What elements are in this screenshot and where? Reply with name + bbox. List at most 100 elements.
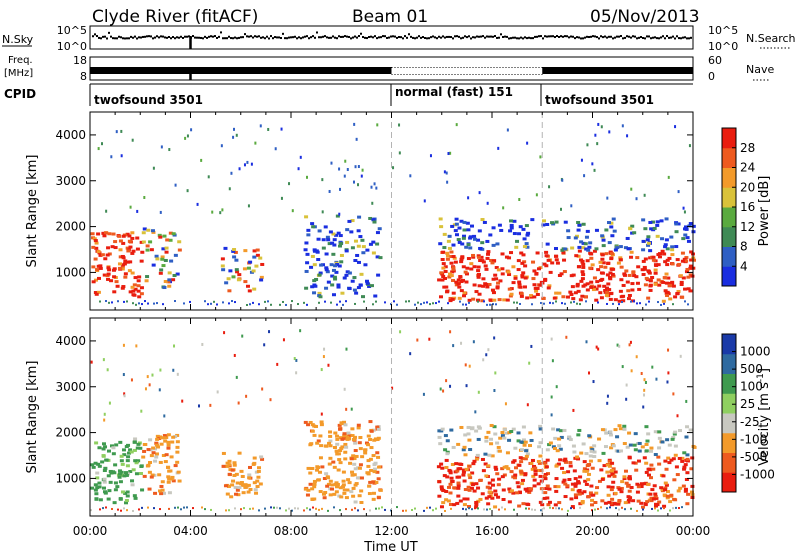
power-ground-cell bbox=[468, 301, 470, 304]
velocity-echo-cell bbox=[159, 492, 164, 496]
velocity-echo-cell bbox=[358, 447, 363, 451]
velocity-sparse-cell bbox=[123, 392, 126, 396]
power-sparse-cell bbox=[635, 197, 638, 201]
power-echo-cell bbox=[509, 226, 514, 230]
sky-trace-segment bbox=[268, 37, 270, 40]
velocity-echo-cell bbox=[613, 470, 618, 474]
power-echo-cell bbox=[131, 289, 136, 293]
velocity-echo-cell bbox=[373, 461, 378, 465]
power-echo-cell bbox=[247, 289, 252, 293]
velocity-echo-cell bbox=[328, 493, 333, 497]
power-sparse-cell bbox=[597, 122, 600, 126]
velocity-ground-cell bbox=[312, 506, 314, 509]
power-echo-cell bbox=[634, 275, 639, 279]
velocity-echo-cell bbox=[310, 466, 315, 470]
power-echo-cell bbox=[358, 283, 363, 287]
velocity-echo-cell bbox=[542, 474, 547, 478]
velocity-ground-cell bbox=[561, 508, 563, 511]
sky-trace-segment bbox=[152, 37, 154, 40]
sky-left-tick-top: 10^5 bbox=[57, 24, 87, 37]
velocity-echo-cell bbox=[167, 491, 172, 495]
sky-trace-segment bbox=[532, 37, 534, 40]
power-sparse-cell bbox=[299, 155, 302, 159]
velocity-echo-cell bbox=[335, 437, 340, 441]
velocity-echo-cell bbox=[463, 453, 468, 457]
power-ground-cell bbox=[291, 300, 293, 303]
velocity-echo-cell bbox=[90, 486, 95, 490]
velocity-ground-cell bbox=[228, 509, 230, 512]
power-colorbar-tick-label: 24 bbox=[740, 161, 755, 175]
velocity-echo-cell bbox=[124, 501, 129, 505]
power-echo-cell bbox=[459, 289, 464, 293]
velocity-ground-cell bbox=[234, 507, 236, 510]
velocity-ground-cell bbox=[258, 509, 260, 512]
power-echo-cell bbox=[484, 267, 489, 271]
freq-dot-upper bbox=[523, 67, 525, 68]
power-echo-cell bbox=[610, 234, 615, 238]
sky-trace-segment bbox=[430, 36, 432, 39]
power-sparse-cell bbox=[502, 206, 505, 210]
velocity-echo-cell bbox=[557, 437, 562, 441]
power-echo-cell bbox=[523, 276, 528, 280]
power-sparse-cell bbox=[200, 158, 203, 162]
velocity-echo-cell bbox=[531, 474, 536, 478]
power-echo-cell bbox=[245, 284, 250, 288]
sky-trace-segment bbox=[374, 35, 376, 38]
velocity-sparse-cell bbox=[643, 378, 646, 382]
sky-trace-segment bbox=[682, 36, 684, 39]
velocity-echo-cell bbox=[677, 456, 682, 460]
sky-trace-segment bbox=[558, 35, 560, 38]
power-echo-cell bbox=[318, 295, 323, 299]
power-echo-cell bbox=[511, 281, 516, 285]
power-echo-cell bbox=[259, 278, 264, 282]
velocity-echo-cell bbox=[365, 471, 370, 475]
power-echo-cell bbox=[649, 227, 654, 231]
velocity-sparse-cell bbox=[416, 338, 419, 342]
sky-trace-segment bbox=[220, 31, 222, 34]
velocity-echo-cell bbox=[582, 460, 587, 464]
power-echo-cell bbox=[468, 235, 473, 239]
freq-dot-upper bbox=[397, 67, 399, 68]
power-echo-cell bbox=[569, 293, 574, 297]
sky-trace-segment bbox=[516, 37, 518, 40]
power-sparse-cell bbox=[259, 124, 262, 128]
velocity-echo-cell bbox=[130, 479, 135, 483]
power-echo-cell bbox=[117, 234, 122, 238]
velocity-echo-cell bbox=[515, 481, 520, 485]
velocity-sparse-cell bbox=[468, 364, 471, 368]
power-echo-cell bbox=[653, 282, 658, 286]
velocity-echo-cell bbox=[463, 433, 468, 437]
power-echo-cell bbox=[604, 252, 609, 256]
sky-trace-segment bbox=[504, 35, 506, 38]
sky-trace-segment bbox=[120, 36, 122, 39]
velocity-echo-cell bbox=[488, 490, 493, 494]
power-echo-cell bbox=[571, 297, 576, 301]
power-echo-cell bbox=[566, 229, 571, 233]
power-echo-cell bbox=[604, 286, 609, 290]
freq-dot-lower bbox=[466, 74, 468, 75]
power-echo-cell bbox=[603, 289, 608, 293]
sky-trace-segment bbox=[330, 36, 332, 39]
power-sparse-cell bbox=[110, 155, 113, 159]
velocity-echo-cell bbox=[339, 446, 344, 450]
power-echo-cell bbox=[592, 249, 597, 253]
power-echo-cell bbox=[98, 253, 103, 257]
velocity-echo-cell bbox=[175, 440, 180, 444]
sky-trace-segment bbox=[138, 36, 140, 39]
velocity-ground-cell bbox=[384, 508, 386, 511]
freq-dot-lower bbox=[490, 74, 492, 75]
velocity-echo-cell bbox=[569, 497, 574, 501]
power-echo-cell bbox=[522, 237, 527, 241]
power-echo-cell bbox=[321, 238, 326, 242]
velocity-echo-cell bbox=[447, 485, 452, 489]
sky-trace-segment bbox=[408, 33, 410, 36]
velocity-echo-cell bbox=[511, 491, 516, 495]
velocity-echo-cell bbox=[520, 478, 525, 482]
power-ground-cell bbox=[216, 303, 218, 306]
power-echo-cell bbox=[376, 273, 381, 277]
power-ground-cell bbox=[342, 303, 344, 306]
velocity-echo-cell bbox=[101, 447, 106, 451]
power-echo-cell bbox=[663, 276, 668, 280]
sky-trace-segment bbox=[524, 36, 526, 39]
power-echo-cell bbox=[645, 238, 650, 242]
